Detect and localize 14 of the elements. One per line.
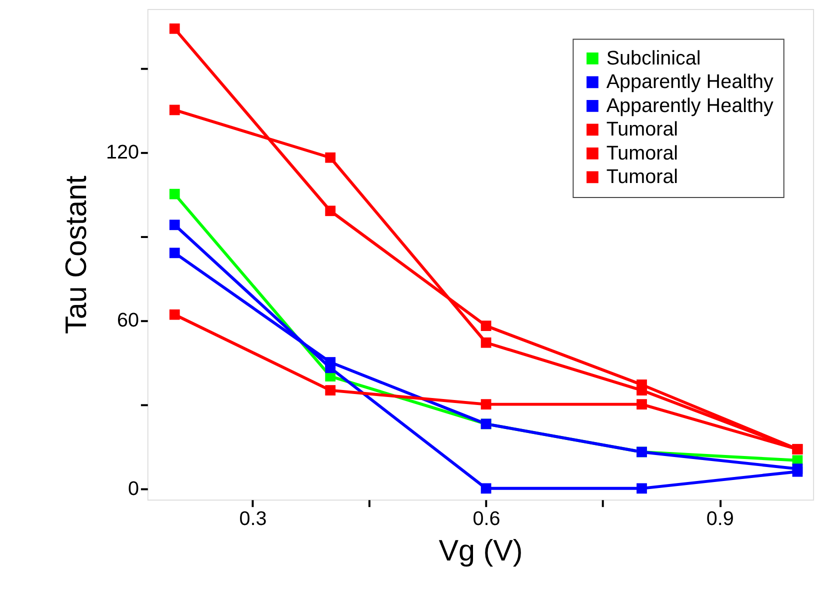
legend-label: Tumoral bbox=[606, 142, 678, 164]
legend-label: Subclinical bbox=[606, 47, 701, 70]
y-tick-label: 120 bbox=[106, 141, 139, 164]
legend-label: Apparently Healthy bbox=[606, 71, 774, 94]
x-axis-title: Vg (V) bbox=[438, 534, 523, 568]
x-tick-label: 0.9 bbox=[706, 508, 734, 530]
legend-label: Tumoral bbox=[606, 166, 678, 188]
legend-label: Apparently Healthy bbox=[606, 94, 774, 117]
y-tick-label: 0 bbox=[128, 478, 139, 500]
y-tick-label: 60 bbox=[116, 310, 139, 332]
x-tick-label: 0.6 bbox=[472, 508, 500, 530]
x-tick-label: 0.3 bbox=[239, 508, 267, 530]
y-axis-title: Tau Costant bbox=[60, 174, 94, 334]
legend-label: Tumoral bbox=[606, 118, 678, 141]
